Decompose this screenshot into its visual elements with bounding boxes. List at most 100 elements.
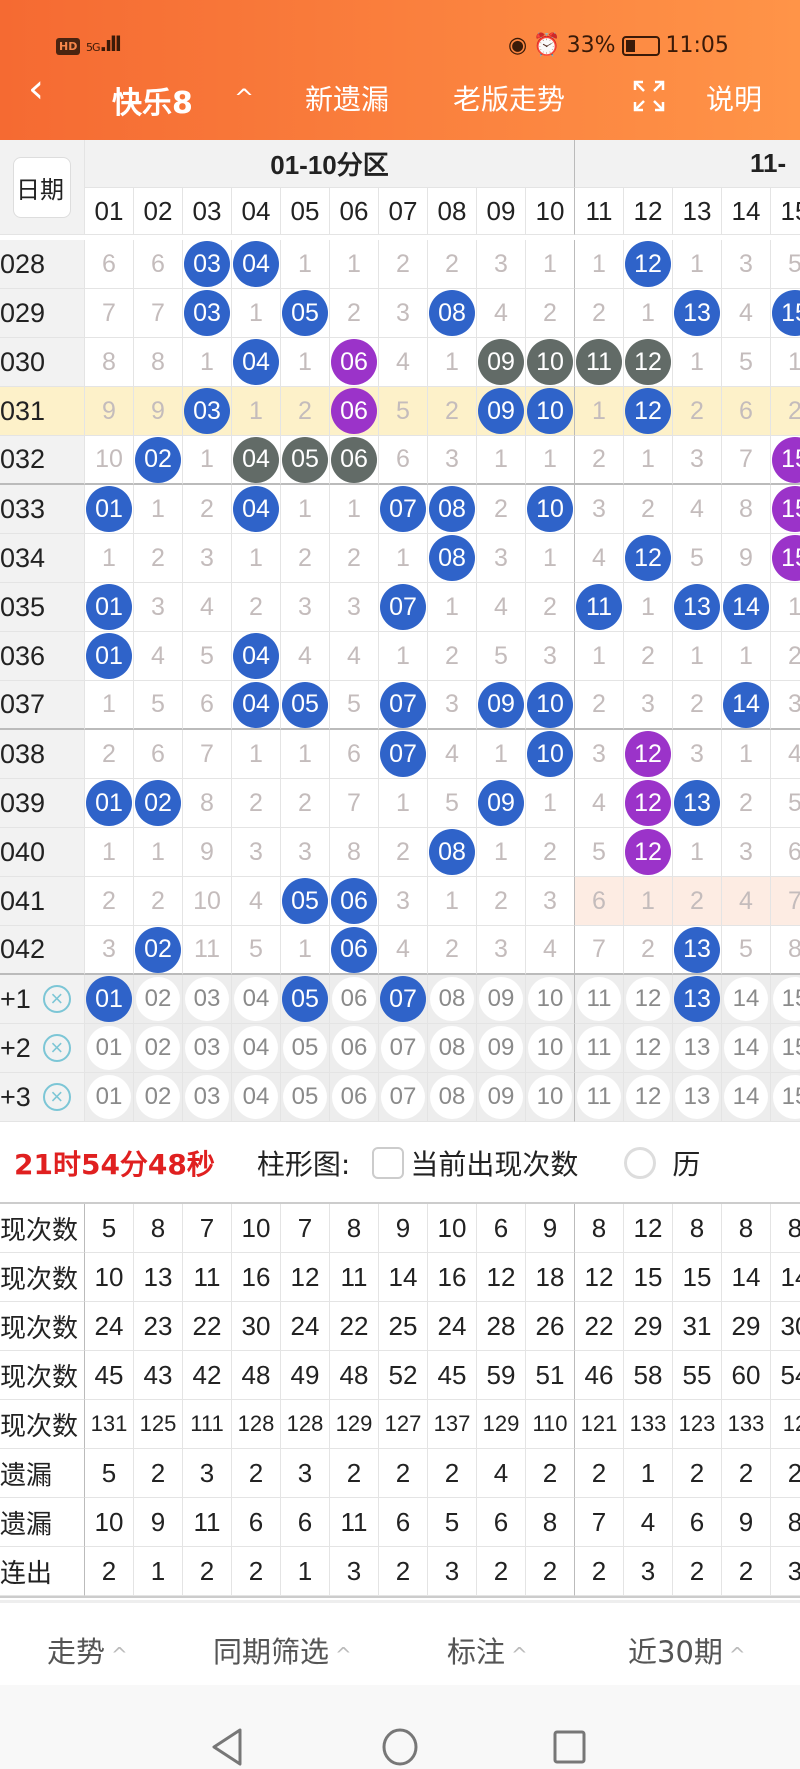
predict-cell[interactable]: 07 xyxy=(379,975,428,1024)
predict-number-ball[interactable]: 12 xyxy=(626,1075,670,1119)
predict-cell[interactable]: 06 xyxy=(330,975,379,1024)
predict-number-ball[interactable]: 14 xyxy=(724,1075,768,1119)
predict-number-ball[interactable]: 15 xyxy=(773,1026,800,1070)
predict-number-ball[interactable]: 02 xyxy=(136,977,180,1021)
predict-cell[interactable]: 14 xyxy=(722,1073,771,1122)
predict-number-ball[interactable]: 10 xyxy=(528,1026,572,1070)
predict-number-ball[interactable]: 10 xyxy=(528,1075,572,1119)
predict-number-ball[interactable]: 05 xyxy=(283,1026,327,1070)
predict-cell[interactable]: 06 xyxy=(330,1073,379,1122)
clear-icon[interactable]: × xyxy=(42,985,71,1013)
predict-cell[interactable]: 05 xyxy=(281,975,330,1024)
predict-cell[interactable]: 15 xyxy=(771,1073,800,1122)
predict-number-ball[interactable]: 09 xyxy=(479,1026,523,1070)
predict-number-ball[interactable]: 07 xyxy=(381,1026,425,1070)
predict-cell[interactable]: 12 xyxy=(624,975,673,1024)
predict-number-ball[interactable]: 13 xyxy=(675,1026,719,1070)
predict-cell[interactable]: 03 xyxy=(183,1073,232,1122)
predict-number-ball[interactable]: 08 xyxy=(430,1075,474,1119)
predict-number-ball[interactable]: 08 xyxy=(430,977,474,1021)
predict-cell[interactable]: 01 xyxy=(85,1024,134,1073)
predict-cell[interactable]: 11 xyxy=(575,1073,624,1122)
predict-number-ball[interactable]: 06 xyxy=(332,1075,376,1119)
predict-number-ball[interactable]: 02 xyxy=(136,1026,180,1070)
back-triangle-icon[interactable] xyxy=(210,1727,244,1767)
predict-number-ball[interactable]: 07 xyxy=(381,1075,425,1119)
predict-cell[interactable]: 10 xyxy=(526,1073,575,1122)
predict-number-ball[interactable]: 11 xyxy=(577,977,621,1021)
predict-cell[interactable]: 07 xyxy=(379,1024,428,1073)
clear-icon[interactable]: × xyxy=(42,1034,71,1062)
predict-number-ball[interactable]: 05 xyxy=(283,1075,327,1119)
predict-number-ball[interactable]: 02 xyxy=(136,1075,180,1119)
predict-cell[interactable]: 02 xyxy=(134,975,183,1024)
fullscreen-icon[interactable] xyxy=(633,80,665,119)
tab-annotate[interactable]: 标注 ^ xyxy=(447,1629,528,1671)
predict-cell[interactable]: 02 xyxy=(134,1024,183,1073)
predict-number-ball[interactable]: 15 xyxy=(773,1075,800,1119)
predict-cell[interactable]: 08 xyxy=(428,975,477,1024)
predict-cell[interactable]: 09 xyxy=(477,1073,526,1122)
current-count-label[interactable]: 当前出现次数 xyxy=(410,1148,579,1181)
tab-same-period-filter[interactable]: 同期筛选 ^ xyxy=(213,1629,352,1671)
date-sort-button[interactable]: 日期 xyxy=(0,140,85,235)
predict-number-ball[interactable]: 12 xyxy=(626,977,670,1021)
clear-icon[interactable]: × xyxy=(42,1083,71,1111)
predict-cell[interactable]: 08 xyxy=(428,1024,477,1073)
recents-square-icon[interactable] xyxy=(552,1729,588,1765)
predict-cell[interactable]: 03 xyxy=(183,975,232,1024)
predict-number-ball[interactable]: 09 xyxy=(479,977,523,1021)
predict-number-ball[interactable]: 15 xyxy=(773,977,800,1021)
predict-cell[interactable]: 04 xyxy=(232,975,281,1024)
predict-cell[interactable]: 10 xyxy=(526,1024,575,1073)
predict-number-ball[interactable]: 11 xyxy=(577,1075,621,1119)
predict-number-ball[interactable]: 14 xyxy=(724,977,768,1021)
predict-number-ball[interactable]: 01 xyxy=(87,1026,131,1070)
back-button[interactable]: ‹ xyxy=(28,66,44,112)
explain-button[interactable]: 说明 xyxy=(706,83,763,116)
predict-cell[interactable]: 13 xyxy=(673,1073,722,1122)
predict-number-ball[interactable]: 06 xyxy=(332,1026,376,1070)
predict-number-ball[interactable]: 03 xyxy=(185,977,229,1021)
predict-cell[interactable]: 14 xyxy=(722,1024,771,1073)
predict-cell[interactable]: 03 xyxy=(183,1024,232,1073)
predict-number-ball[interactable]: 08 xyxy=(430,1026,474,1070)
predict-cell[interactable]: 12 xyxy=(624,1024,673,1073)
predict-number-ball[interactable]: 14 xyxy=(724,1026,768,1070)
tab-trend[interactable]: 走势 ^ xyxy=(47,1629,128,1671)
predict-number-ball[interactable]: 10 xyxy=(528,977,572,1021)
predict-cell[interactable]: 07 xyxy=(379,1073,428,1122)
predict-cell[interactable]: 11 xyxy=(575,1024,624,1073)
predict-number-ball[interactable]: 04 xyxy=(234,1026,278,1070)
predict-number-ball[interactable]: 11 xyxy=(577,1026,621,1070)
predict-cell[interactable]: 15 xyxy=(771,975,800,1024)
predict-number-ball[interactable]: 13 xyxy=(675,1075,719,1119)
lottery-title[interactable]: 快乐8 xyxy=(112,86,193,121)
predict-number-ball[interactable]: 01 xyxy=(86,976,132,1022)
home-circle-icon[interactable] xyxy=(380,1727,420,1767)
predict-number-ball[interactable]: 01 xyxy=(87,1075,131,1119)
tab-new-missing[interactable]: 新遗漏 xyxy=(305,83,390,116)
predict-cell[interactable]: 13 xyxy=(673,1024,722,1073)
predict-cell[interactable]: 15 xyxy=(771,1024,800,1073)
predict-number-ball[interactable]: 04 xyxy=(234,977,278,1021)
history-radio[interactable] xyxy=(624,1147,657,1179)
predict-cell[interactable]: 04 xyxy=(232,1024,281,1073)
predict-number-ball[interactable]: 03 xyxy=(185,1075,229,1119)
predict-cell[interactable]: 06 xyxy=(330,1024,379,1073)
predict-number-ball[interactable]: 04 xyxy=(234,1075,278,1119)
predict-cell[interactable]: 05 xyxy=(281,1073,330,1122)
predict-number-ball[interactable]: 13 xyxy=(674,976,720,1022)
predict-cell[interactable]: 09 xyxy=(477,975,526,1024)
tab-recent-periods[interactable]: 近30期 ^ xyxy=(628,1629,746,1671)
predict-number-ball[interactable]: 05 xyxy=(282,976,328,1022)
current-count-checkbox[interactable] xyxy=(372,1147,405,1179)
tab-old-trend[interactable]: 老版走势 xyxy=(453,83,566,116)
predict-number-ball[interactable]: 12 xyxy=(626,1026,670,1070)
history-label[interactable]: 历 xyxy=(672,1148,701,1181)
predict-number-ball[interactable]: 07 xyxy=(380,976,426,1022)
predict-cell[interactable]: 08 xyxy=(428,1073,477,1122)
predict-cell[interactable]: 05 xyxy=(281,1024,330,1073)
predict-cell[interactable]: 02 xyxy=(134,1073,183,1122)
predict-cell[interactable]: 13 xyxy=(673,975,722,1024)
